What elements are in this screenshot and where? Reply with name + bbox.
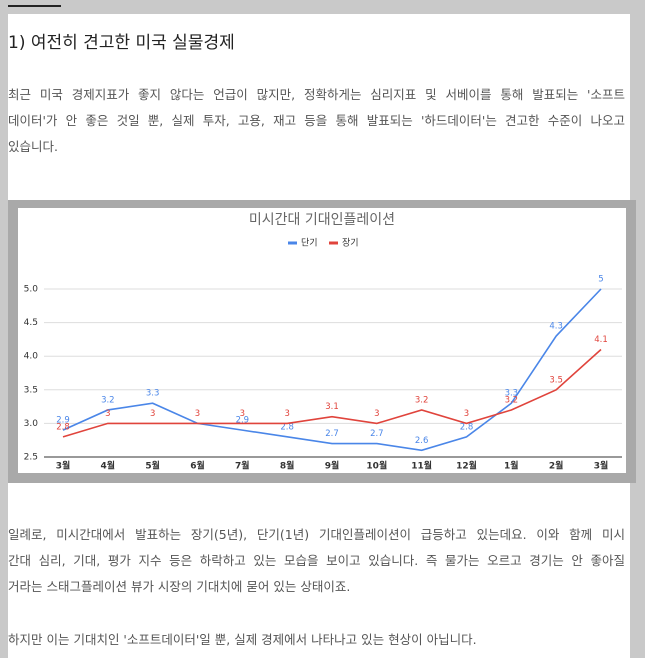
data-label: 4.3 [549,322,563,332]
data-label: 3.5 [549,375,563,385]
x-tick-label: 11월 [411,460,432,472]
text-line: 하지만 이는 기대치인 '소프트데이터'일 뿐, 실제 경제에서 나타나고 있는… [8,632,477,647]
data-label: 2.8 [56,422,70,432]
text-line: 데이터'가 안 좋은 것일 뿐, 실제 투자, 고용, 재고 등을 통해 발표되… [8,113,625,128]
data-label: 3 [240,409,245,419]
data-label: 3.3 [146,389,160,399]
heading: 1) 여전히 견고한 미국 실물경제 [8,33,235,53]
x-tick-label: 8월 [280,460,295,472]
data-label: 3.3 [505,389,519,399]
data-label: 2.8 [460,422,474,432]
data-label: 3 [150,409,155,419]
y-tick-label: 3.0 [24,419,39,429]
x-tick-label: 12월 [456,460,477,472]
data-label: 2.9 [56,416,70,426]
chart: 미시간대 기대인플레이션 2.5 3.0 3.5 4.0 4.5 5.0 3월 4월 5월 6월 7… [18,208,626,473]
chart-bg [18,208,626,473]
data-label: 2.7 [325,429,339,439]
text-line: 일례로, 미시간대에서 발표하는 장기(5년), 단기(1년) 기대인플레이션이… [8,527,625,542]
y-tick-label: 5.0 [24,285,39,295]
y-tick-label: 3.5 [24,385,38,395]
text-line: 최근 미국 경제지표가 좋지 않다는 언급이 많지만, 정확하게는 심리지표 및… [8,87,625,102]
data-label: 3 [105,409,110,419]
data-label: 2.6 [415,436,429,446]
x-tick-label: 5월 [145,460,160,472]
text-line: 거라는 스태그플레이션 뷰가 시장의 기대치에 묻어 있는 상태이죠. [8,579,351,594]
data-label: 3 [284,409,289,419]
data-label: 3 [374,409,379,419]
paragraph: 일례로, 미시간대에서 발표하는 장기(5년), 단기(1년) 기대인플레이션이… [8,522,625,600]
x-tick-label: 4월 [101,460,116,472]
y-tick-label: 4.0 [24,352,39,362]
data-label: 2.8 [280,422,294,432]
legend-label: 단기 [301,238,318,249]
x-tick-label: 10월 [366,460,387,472]
data-label: 3.2 [415,395,429,405]
x-tick-label: 3월 [56,460,71,472]
series-line [62,288,602,452]
series-line [62,348,602,438]
data-label: 2.9 [236,416,250,426]
y-tick-label: 2.5 [24,453,38,463]
data-label: 2.7 [370,429,384,439]
x-tick-label: 6월 [190,460,205,472]
text-line: 간대 심리, 기대, 평가 지수 등은 하락하고 있는 모습을 보이고 있습니다… [8,553,625,568]
data-label: 4.1 [594,335,608,345]
data-label: 3.2 [505,395,519,405]
legend-label: 장기 [342,238,359,249]
paragraph: 하지만 이는 기대치인 '소프트데이터'일 뿐, 실제 경제에서 나타나고 있는… [8,627,625,653]
data-label: 3 [464,409,469,419]
data-label: 3 [195,409,200,419]
x-tick-label: 1월 [504,460,519,472]
data-label: 3.1 [325,402,339,412]
data-label: 5 [598,275,603,285]
chart-title: 미시간대 기대인플레이션 [249,212,395,228]
top-rule [8,5,61,7]
x-tick-label: 7월 [235,460,250,472]
x-tick-label: 2월 [549,460,564,472]
x-tick-label: 3월 [594,460,609,472]
text-line: 있습니다. [8,139,58,154]
paragraph: 최근 미국 경제지표가 좋지 않다는 언급이 많지만, 정확하게는 심리지표 및… [8,82,625,160]
x-tick-label: 9월 [325,460,340,472]
y-tick-label: 4.5 [24,318,38,328]
data-label: 3.2 [101,395,115,405]
